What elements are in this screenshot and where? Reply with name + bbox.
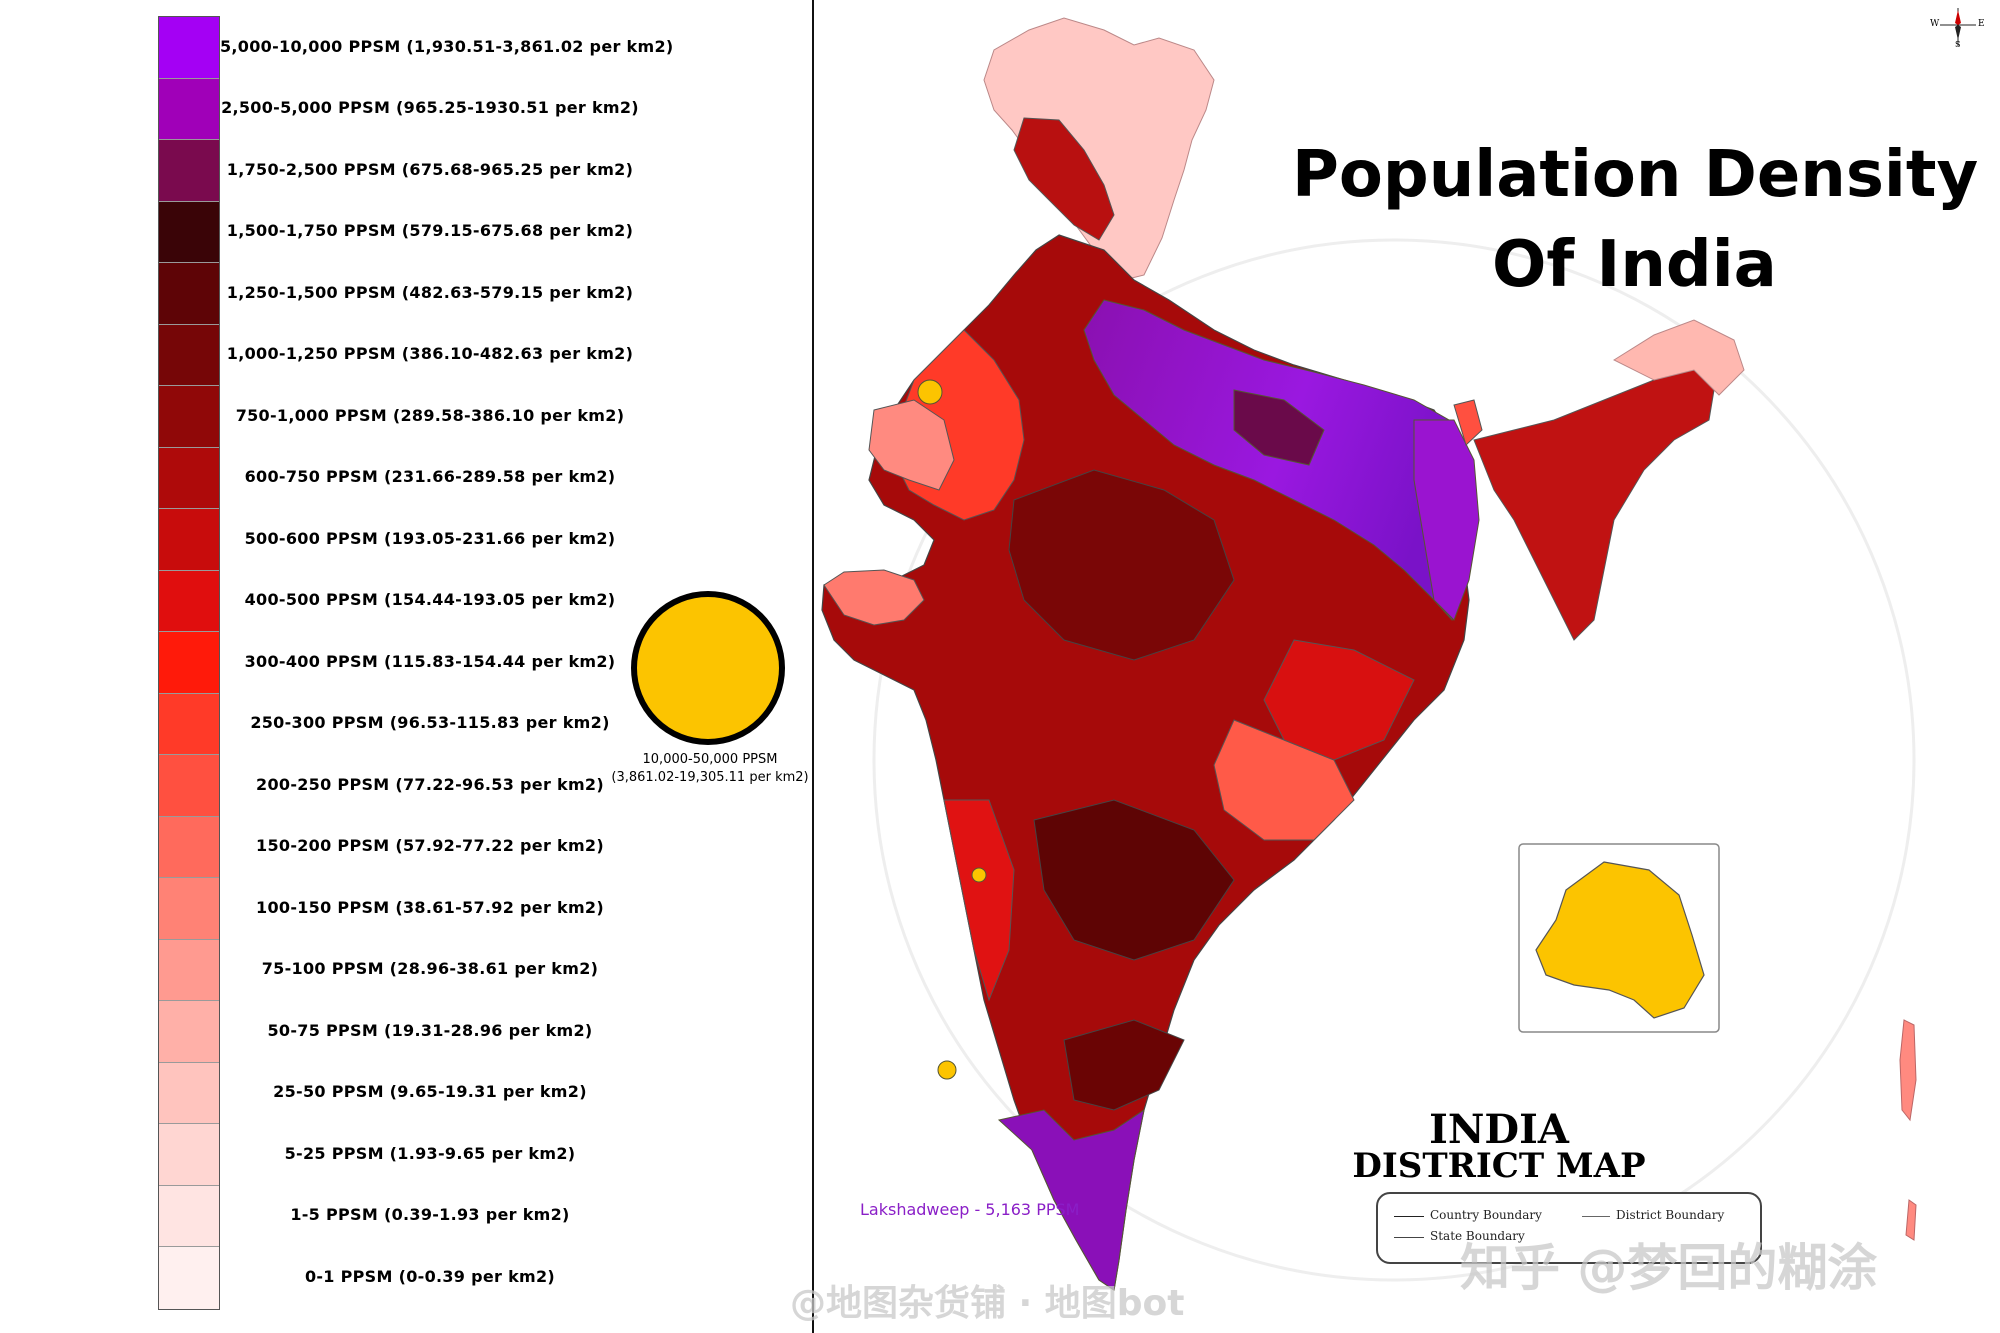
legend-swatch	[159, 78, 219, 140]
map-region-west-coast	[943, 799, 1015, 1002]
legend-swatch	[159, 140, 219, 202]
map-hotspot-delhi	[917, 379, 943, 405]
district-boundary-label: District Boundary	[1616, 1208, 1725, 1222]
map-region-plain-dark	[1233, 389, 1325, 466]
map-region-thar	[868, 399, 955, 491]
country-boundary-line	[1394, 1216, 1424, 1217]
lakshadweep-label: Lakshadweep - 5,163 PPSM	[860, 1200, 1080, 1219]
panel-divider	[812, 0, 814, 1333]
map-region-arunachal	[1612, 319, 1745, 396]
legend-label: 1,000-1,250 PPSM (386.10-482.63 per km2)	[226, 344, 634, 364]
map-subtitle-line2: DISTRICT MAP	[1352, 1146, 1646, 1186]
map-area: Population Density Of India INDIA DISTRI…	[814, 0, 2000, 1333]
legend-label: 25-50 PPSM (9.65-19.31 per km2)	[273, 1082, 587, 1102]
legend-label: 300-400 PPSM (115.83-154.44 per km2)	[244, 651, 616, 671]
legend-swatch	[159, 816, 219, 878]
legend-label: 250-300 PPSM (96.53-115.83 per km2)	[250, 713, 610, 733]
legend-swatch	[159, 632, 219, 694]
legend-swatch	[159, 1124, 219, 1186]
map-region-kutch	[823, 569, 925, 626]
map-region-central	[1008, 469, 1235, 661]
india-map	[821, 17, 1917, 1292]
map-region-deccan	[1033, 799, 1235, 961]
compass-rose: W E S	[1928, 6, 1988, 50]
state-boundary-label: State Boundary	[1430, 1229, 1525, 1243]
map-region-northeast	[1473, 369, 1715, 641]
delhi-inset-shape	[1535, 861, 1705, 1019]
legend-label: 150-200 PPSM (57.92-77.22 per km2)	[256, 836, 604, 856]
legend-label: 200-250 PPSM (77.22-96.53 per km2)	[256, 774, 604, 794]
map-region-tamilnadu	[1063, 1019, 1185, 1111]
legend-swatch	[159, 1001, 219, 1063]
legend-swatch	[159, 1185, 219, 1247]
highlight-label-line2: (3,861.02-19,305.11 per km2)	[611, 770, 809, 785]
map-region-odisha	[1263, 639, 1415, 761]
legend-label: 600-750 PPSM (231.66-289.58 per km2)	[244, 467, 616, 487]
map-region-sikkim	[1453, 399, 1483, 446]
legend-swatch-column	[158, 16, 220, 1310]
compass-south: S	[1955, 40, 1961, 49]
boundary-key-box: Country Boundary District Boundary State…	[1376, 1192, 1762, 1264]
legend-swatch	[159, 878, 219, 940]
legend-swatch	[159, 1062, 219, 1124]
legend-swatch	[159, 386, 219, 448]
legend-swatch	[159, 263, 219, 325]
legend-swatch	[159, 755, 219, 817]
legend-label: 1,500-1,750 PPSM (579.15-675.68 per km2)	[226, 221, 634, 241]
map-title-line2: Of India	[1492, 228, 1777, 302]
legend-label: 400-500 PPSM (154.44-193.05 per km2)	[244, 590, 616, 610]
legend-label: 5-25 PPSM (1.93-9.65 per km2)	[284, 1143, 576, 1163]
legend-label: 100-150 PPSM (38.61-57.92 per km2)	[256, 897, 604, 917]
highlight-circle	[630, 590, 786, 746]
legend-swatch	[159, 447, 219, 509]
legend-label: 0-1 PPSM (0-0.39 per km2)	[304, 1266, 556, 1286]
legend-label: 750-1,000 PPSM (289.58-386.10 per km2)	[235, 405, 625, 425]
legend-swatch	[159, 201, 219, 263]
country-boundary-label: Country Boundary	[1430, 1208, 1542, 1222]
district-boundary-line	[1582, 1216, 1610, 1217]
zhihu-watermark: 知乎 @梦回的糊涂	[1460, 1239, 1878, 1297]
map-title-line1: Population Density	[1292, 138, 1979, 212]
map-subtitle-line1: INDIA	[1429, 1106, 1569, 1153]
compass-west: W	[1930, 19, 1940, 29]
map-region-south	[997, 1108, 1145, 1291]
map-region-andaman	[1899, 1019, 1917, 1122]
legend-panel: 5,000-10,000 PPSM (1,930.51-3,861.02 per…	[0, 0, 812, 1333]
state-boundary-line	[1394, 1237, 1424, 1238]
legend-label: 5,000-10,000 PPSM (1,930.51-3,861.02 per…	[220, 36, 674, 56]
highlight-label-line1: 10,000-50,000 PPSM	[642, 752, 778, 767]
legend-label: 50-75 PPSM (19.31-28.96 per km2)	[267, 1020, 593, 1040]
weibo-watermark: @地图杂货铺 · 地图bot	[790, 1283, 1185, 1324]
legend-swatch	[159, 693, 219, 755]
legend-label: 1,750-2,500 PPSM (675.68-965.25 per km2)	[226, 159, 634, 179]
legend-label: 2,500-5,000 PPSM (965.25-1930.51 per km2…	[221, 98, 639, 118]
legend-swatch	[159, 509, 219, 571]
map-region-gangetic-plain	[1083, 299, 1470, 622]
map-region-kashmir	[1013, 117, 1115, 241]
map-region-nicobar	[1905, 1199, 1917, 1241]
legend-swatch	[159, 570, 219, 632]
legend-swatch	[159, 1247, 219, 1309]
legend-label: 1,250-1,500 PPSM (482.63-579.15 per km2)	[226, 282, 634, 302]
legend-label: 1-5 PPSM (0.39-1.93 per km2)	[290, 1205, 570, 1225]
map-region-north	[983, 17, 1215, 281]
legend-swatch	[159, 324, 219, 386]
compass-east: E	[1978, 19, 1985, 29]
legend-label: 500-600 PPSM (193.05-231.66 per km2)	[244, 528, 616, 548]
legend-swatch	[159, 17, 219, 79]
legend-label: 75-100 PPSM (28.96-38.61 per km2)	[261, 959, 599, 979]
map-hotspot-hyderabad	[971, 867, 987, 883]
watermark-circle	[872, 238, 1916, 1282]
legend-swatch	[159, 939, 219, 1001]
map-hotspot-bengaluru	[937, 1060, 957, 1080]
